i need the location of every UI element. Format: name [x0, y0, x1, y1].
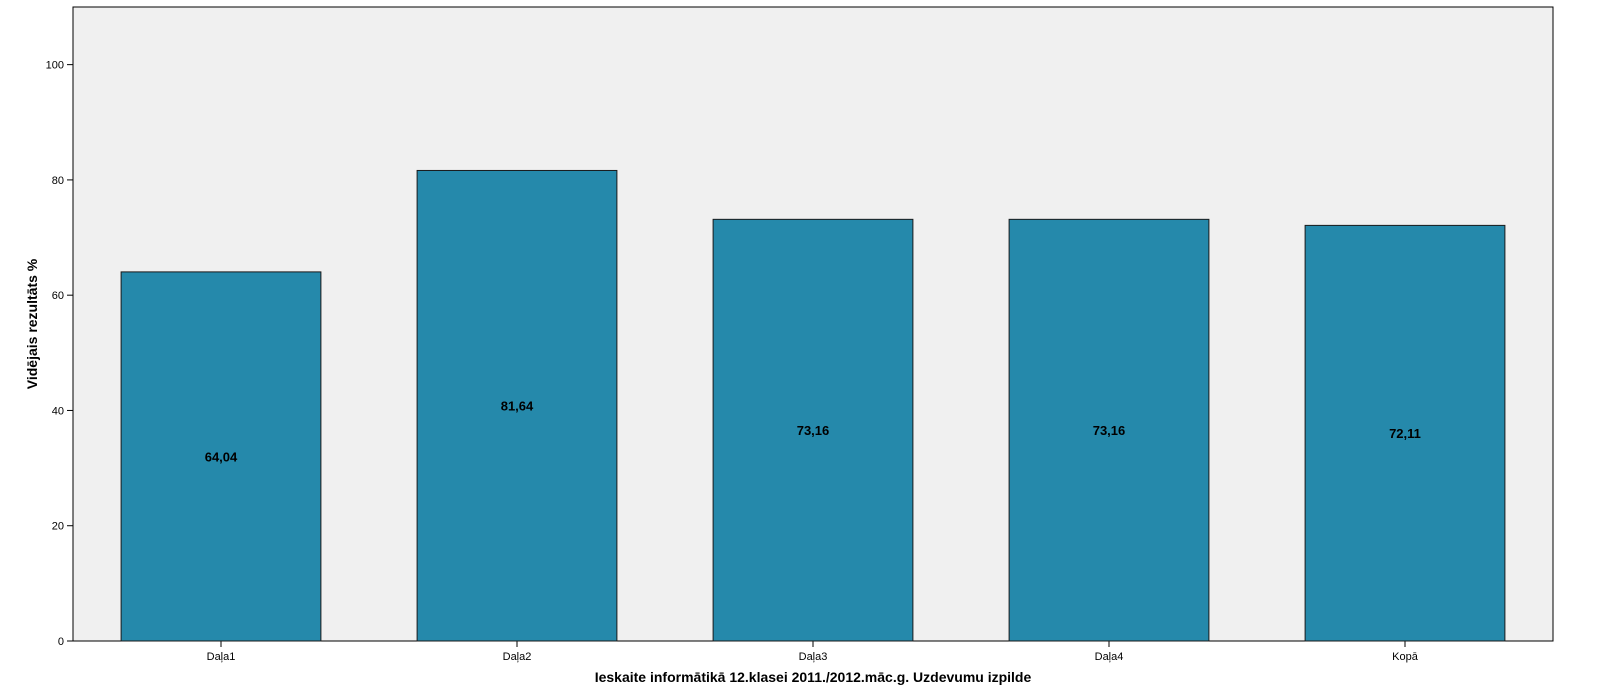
x-tick-label: Daļa3 [799, 651, 828, 663]
y-axis-title: Vidējais rezultāts % [24, 258, 40, 389]
x-tick-label: Kopā [1392, 651, 1419, 663]
y-tick-label: 100 [46, 60, 64, 72]
x-axis: Daļa1 Daļa2 Daļa3 Daļa4 Kopā [207, 641, 1419, 663]
bar [120, 271, 322, 642]
x-axis-title: Ieskaite informātikā 12.klasei 2011./201… [595, 669, 1032, 685]
bars: 64,04 81,64 73,16 73,16 72,11 [120, 169, 1506, 642]
bar-value-label: 64,04 [205, 449, 238, 464]
y-tick-label: 80 [52, 175, 64, 187]
bar-value-label: 72,11 [1389, 426, 1421, 441]
bar [712, 218, 914, 642]
y-tick-label: 20 [52, 521, 64, 533]
x-tick-label: Daļa1 [207, 651, 236, 663]
y-axis: 0 20 40 60 80 100 [46, 60, 73, 648]
y-tick-label: 0 [58, 636, 64, 648]
x-tick-label: Daļa2 [503, 651, 532, 663]
y-tick-label: 40 [52, 405, 64, 417]
bar [1304, 224, 1506, 642]
bar [1008, 218, 1210, 642]
bar-value-label: 73,16 [1093, 423, 1126, 438]
bar-value-label: 73,16 [797, 423, 830, 438]
bar-value-label: 81,64 [501, 399, 534, 414]
y-tick-label: 60 [52, 290, 64, 302]
bar [416, 169, 618, 642]
x-tick-label: Daļa4 [1095, 651, 1124, 663]
